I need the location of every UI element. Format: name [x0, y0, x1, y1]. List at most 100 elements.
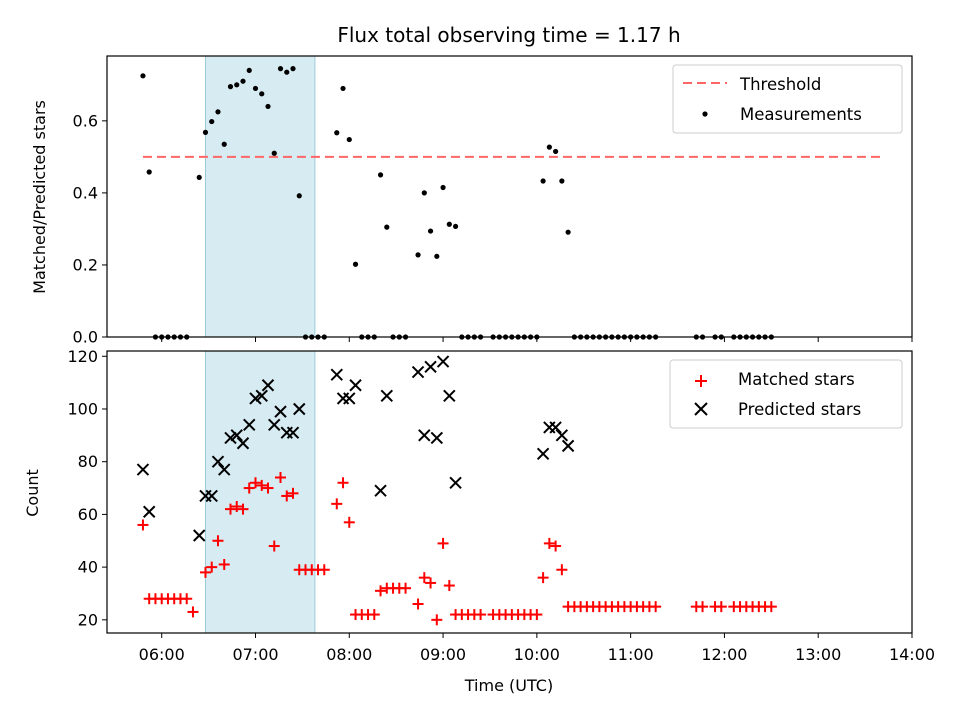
- predicted-star-point: [555, 429, 569, 442]
- matched-star-point: [418, 572, 430, 584]
- legend-matched-swatch: [695, 375, 707, 387]
- predicted-star-point: [561, 439, 575, 453]
- measurement-point: [290, 66, 296, 72]
- top-y-tick-label: 0.6: [73, 111, 98, 130]
- chart-title: Flux total observing time = 1.17 h: [337, 23, 680, 47]
- matched-star-point: [218, 558, 230, 570]
- predicted-star-point: [293, 402, 306, 416]
- measurement-point: [540, 178, 546, 184]
- measurement-point: [559, 178, 565, 184]
- measurement-point: [202, 129, 209, 135]
- matched-star-point: [187, 606, 199, 618]
- predicted-star-point: [336, 392, 350, 405]
- measurement-point: [296, 193, 302, 199]
- matched-star-point: [431, 614, 443, 626]
- matched-star-point: [318, 564, 330, 576]
- predicted-star-point: [418, 429, 431, 442]
- predicted-star-point: [349, 379, 362, 392]
- bottom-panel: 20 40 60 80 100 120 06:00 07:00 08:00 09:00 10:00…: [23, 347, 935, 695]
- matched-star-point: [243, 482, 255, 494]
- measurement-point: [565, 229, 571, 235]
- bottom-y-ticks: 20 40 60 80 100 120: [67, 347, 107, 629]
- measurement-point: [246, 67, 252, 74]
- measurement-point: [215, 109, 221, 115]
- measurement-point: [334, 130, 340, 136]
- predicted-star-point: [249, 392, 262, 405]
- matched-star-point: [206, 561, 218, 573]
- bottom-x-tick-label: 10:00: [514, 645, 560, 664]
- predicted-star-point: [230, 429, 243, 442]
- matched-star-point: [543, 537, 555, 549]
- matched-star-point: [287, 487, 299, 499]
- bottom-x-tick-label: 13:00: [795, 645, 841, 664]
- bottom-y-tick-label: 20: [78, 610, 98, 629]
- top-x-ticks: [161, 337, 913, 342]
- legend-matched-label: Matched stars: [738, 370, 855, 389]
- matched-stars-points: [137, 472, 777, 626]
- measurement-point: [346, 136, 352, 143]
- predicted-stars-points: [136, 355, 575, 542]
- matched-star-point: [765, 601, 777, 613]
- top-y-axis-label: Matched/Predicted stars: [30, 100, 49, 294]
- predicted-star-point: [274, 405, 287, 418]
- measurement-point: [352, 261, 359, 267]
- predicted-star-point: [543, 421, 556, 434]
- measurement-point: [415, 252, 421, 258]
- measurement-point: [196, 174, 202, 181]
- matched-star-point: [231, 500, 243, 512]
- matched-star-point: [181, 593, 193, 605]
- top-y-tick-label: 0.4: [73, 183, 98, 202]
- matched-star-point: [697, 601, 709, 613]
- predicted-star-point: [549, 421, 562, 434]
- measurement-point: [146, 169, 152, 175]
- matched-star-point: [650, 601, 662, 613]
- matched-star-point: [268, 540, 280, 552]
- predicted-star-point: [142, 505, 156, 518]
- matched-star-point: [275, 472, 287, 484]
- bottom-x-tick-label: 12:00: [701, 645, 747, 664]
- measurement-point: [240, 78, 246, 84]
- predicted-star-point: [380, 389, 394, 403]
- matched-star-point: [531, 609, 543, 621]
- top-highlight-span: [204, 55, 316, 338]
- predicted-star-point: [218, 463, 231, 476]
- bottom-x-ticks: 06:00 07:00 08:00 09:00 10:00 11:00 12:00 13:00…: [139, 633, 935, 664]
- measurement-point: [434, 253, 440, 259]
- bottom-x-tick-label: 06:00: [139, 645, 185, 664]
- predicted-star-point: [436, 355, 450, 368]
- measurement-point: [421, 190, 427, 196]
- matched-star-point: [443, 580, 455, 592]
- bottom-x-tick-label: 14:00: [889, 645, 935, 664]
- predicted-star-point: [255, 389, 268, 403]
- bottom-y-tick-label: 60: [78, 505, 98, 524]
- measurement-point: [446, 221, 452, 227]
- predicted-star-point: [424, 360, 437, 374]
- measurement-point: [377, 172, 384, 178]
- measurement-point: [340, 85, 346, 92]
- predicted-star-point: [136, 463, 150, 476]
- matched-star-point: [550, 540, 562, 552]
- bottom-x-tick-label: 09:00: [420, 645, 466, 664]
- matched-star-point: [537, 572, 549, 584]
- legend-predicted-label: Predicted stars: [738, 400, 861, 419]
- top-legend: Threshold Measurements: [672, 64, 903, 134]
- top-y-ticks: 0.0 0.2 0.4 0.6: [73, 111, 107, 347]
- measurement-point: [221, 141, 227, 147]
- predicted-star-point: [193, 529, 206, 542]
- measurement-point: [546, 144, 552, 150]
- matched-star-point: [425, 577, 437, 589]
- measurement-point: [209, 118, 215, 125]
- matched-star-point: [437, 537, 449, 549]
- predicted-star-point: [330, 368, 343, 381]
- matched-star-point: [281, 490, 293, 502]
- bottom-y-tick-label: 100: [67, 399, 98, 418]
- predicted-star-point: [536, 447, 550, 460]
- bottom-y-axis-label: Count: [23, 469, 42, 517]
- top-panel: 0.0 0.2 0.4 0.6 Matched/Predicted stars Thr…: [30, 55, 913, 347]
- top-legend-box: [672, 64, 903, 134]
- predicted-star-point: [443, 389, 456, 403]
- predicted-star-point: [236, 437, 250, 450]
- legend-threshold-label: Threshold: [739, 75, 821, 94]
- matched-star-point: [368, 609, 380, 621]
- measurement-point: [140, 73, 146, 79]
